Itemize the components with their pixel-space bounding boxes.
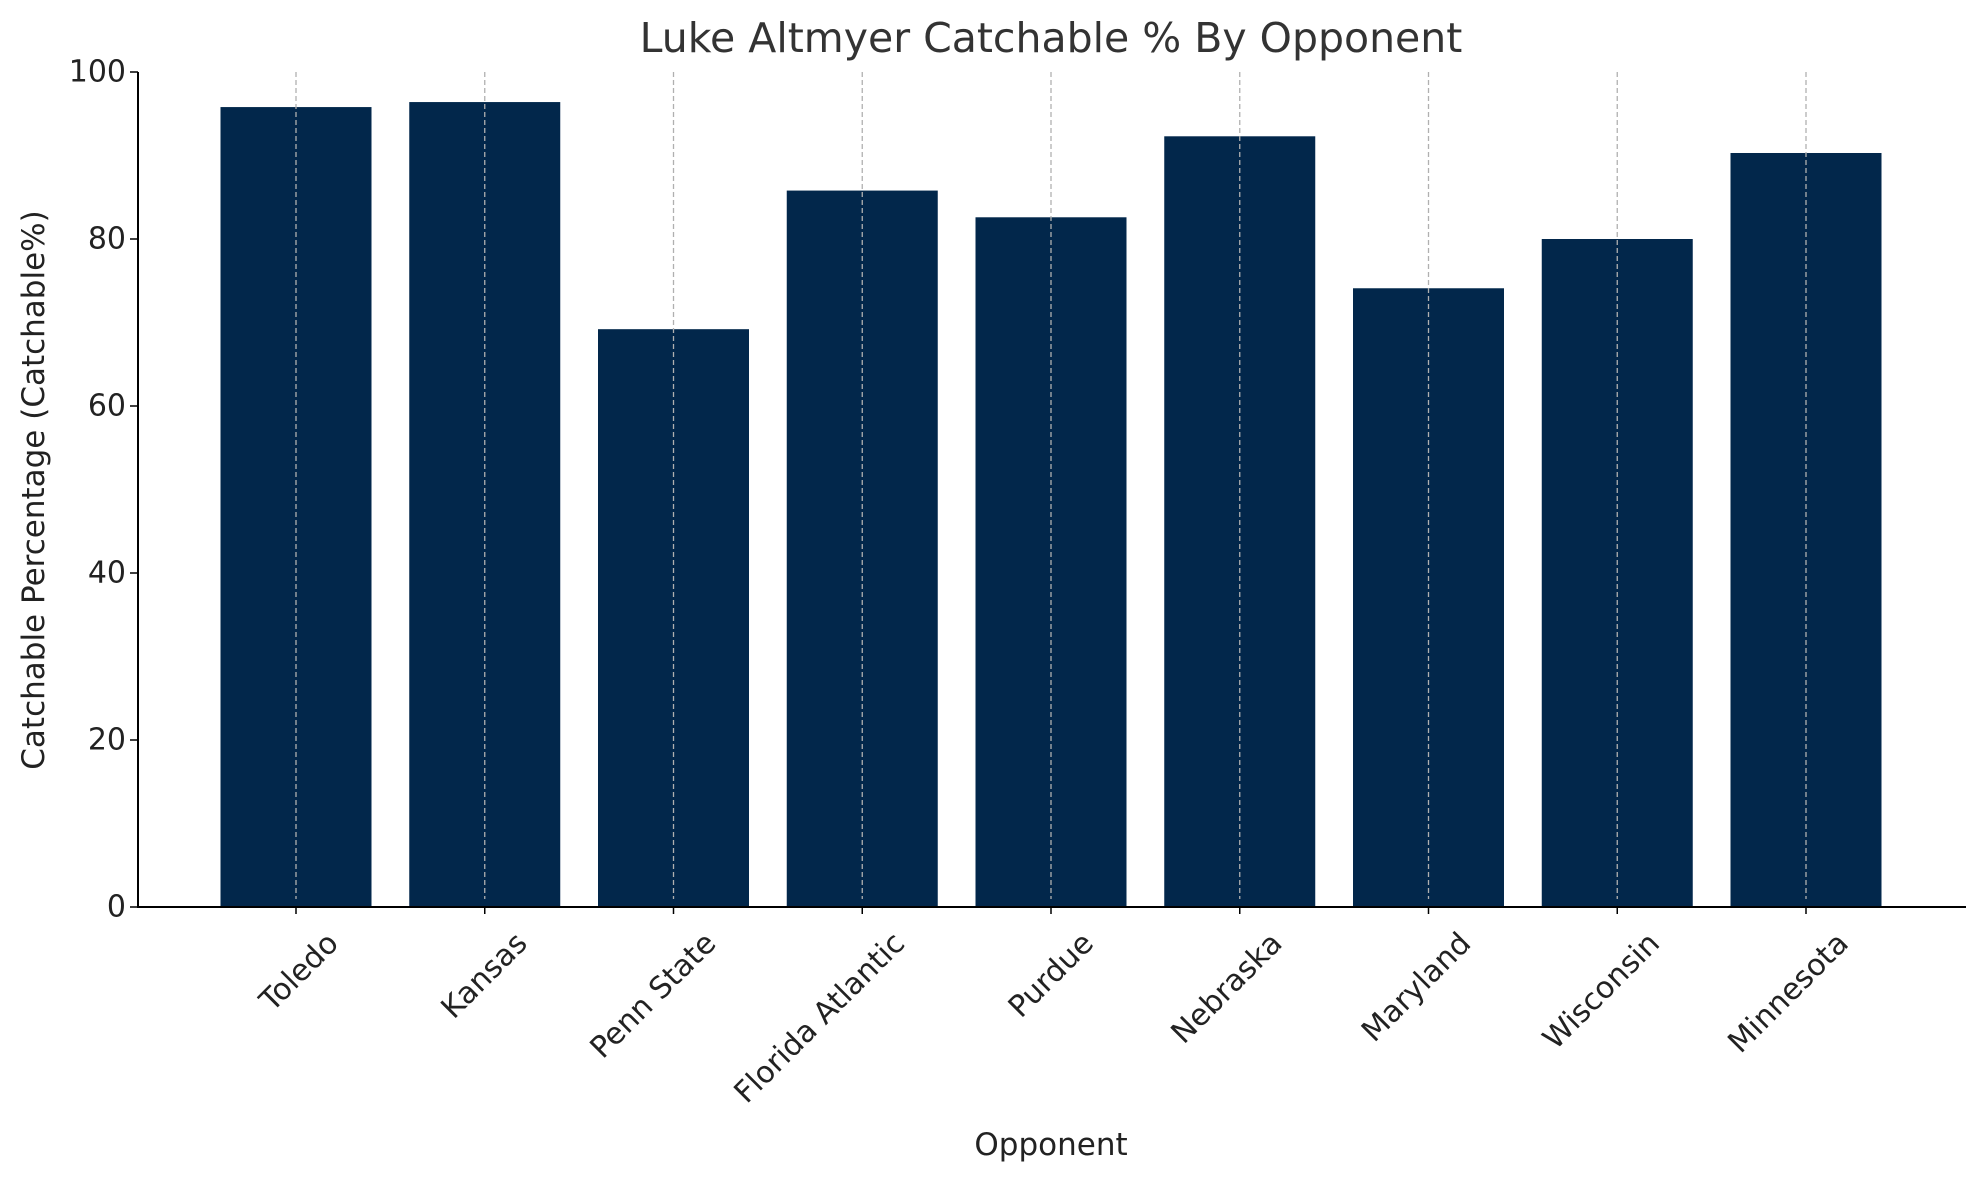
- y-axis-ticks: 0 20 40 60 80 100: [69, 55, 138, 925]
- y-tick-label-100: 100: [69, 55, 126, 90]
- y-tick-label-40: 40: [88, 556, 126, 591]
- chart-title: Luke Altmyer Catchable % By Opponent: [640, 14, 1463, 62]
- y-tick-label-60: 60: [88, 389, 126, 424]
- bar-maryland: [1353, 288, 1504, 907]
- gridlines-group: [295, 72, 1807, 899]
- x-axis-label: Opponent: [974, 1127, 1127, 1163]
- y-axis-label: Catchable Percentage (Catchable%): [16, 210, 52, 769]
- y-tick-label-80: 80: [88, 222, 126, 257]
- y-tick-label-20: 20: [88, 723, 126, 758]
- y-tick-label-0: 0: [107, 890, 126, 925]
